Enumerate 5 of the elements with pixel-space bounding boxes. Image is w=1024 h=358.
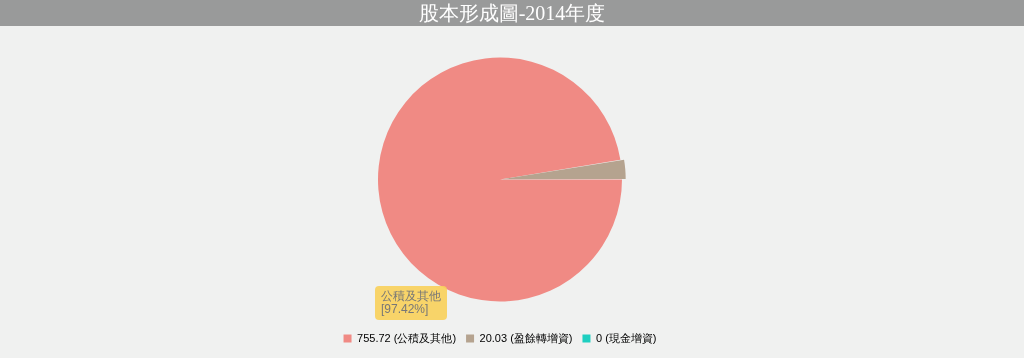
legend-label: 20.03 (盈餘轉增資) <box>479 331 573 344</box>
text: 公積及其他 [97.42%] <box>375 286 447 320</box>
chart-title: 股本形成圖-2014年度 <box>0 0 1024 26</box>
legend-label: 755.72 (公積及其他) <box>357 331 457 344</box>
legend-label: 0 (現金增資) <box>595 331 657 344</box>
